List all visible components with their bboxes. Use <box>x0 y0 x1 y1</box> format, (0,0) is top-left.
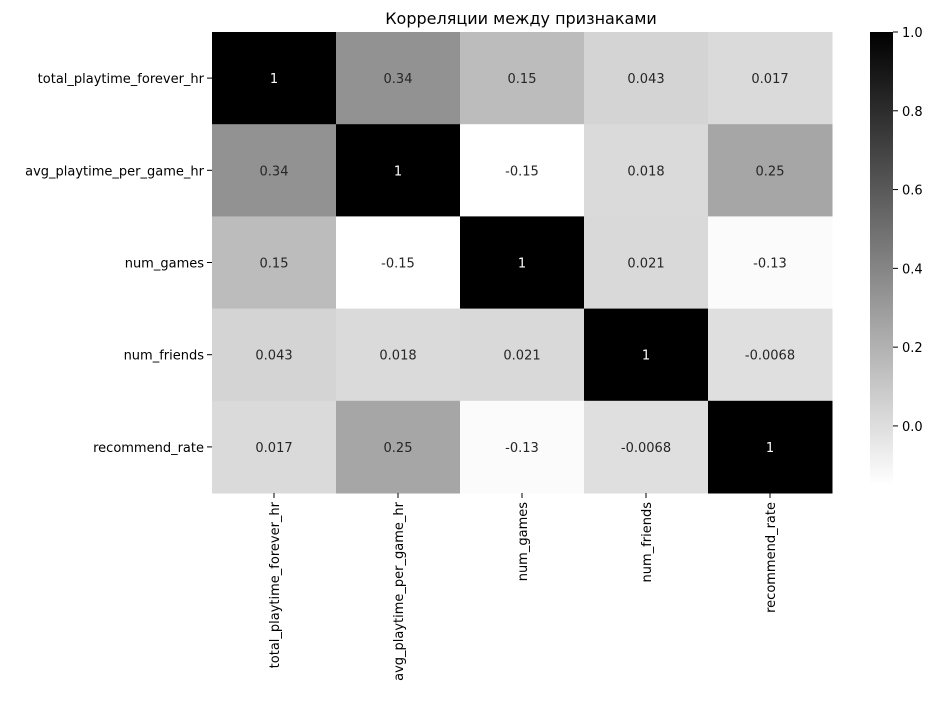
cell-annotation-r3-c2: 0.021 <box>503 349 540 364</box>
cell-annotation-r0-c4: 0.017 <box>751 72 788 87</box>
cell-annotation-r4-c0: 0.017 <box>255 441 292 456</box>
col-tick-label: avg_playtime_per_game_hr <box>392 501 407 681</box>
cell-annotation-r1-c1: 1 <box>394 164 402 179</box>
heatmap-cell-r2-c3 <box>584 216 709 310</box>
heatmap-cell-r2-c0 <box>212 216 337 310</box>
cell-annotation-r0-c1: 0.34 <box>384 72 413 87</box>
row-tick-label: num_games <box>125 257 205 272</box>
cell-annotation-r3-c4: -0.0068 <box>745 349 795 364</box>
heatmap-cell-r2-c1 <box>336 216 461 310</box>
heatmap-cell-r0-c1 <box>336 32 461 125</box>
heatmap-cell-r1-c1 <box>336 124 461 217</box>
heatmap-cell-r3-c1 <box>336 308 461 402</box>
heatmap-cell-r0-c2 <box>460 32 585 125</box>
heatmap-cell-r0-c3 <box>584 32 709 125</box>
cell-annotation-r1-c3: 0.018 <box>627 164 664 179</box>
cell-annotation-r2-c4: -0.13 <box>753 257 787 272</box>
colorbar-tick-label: 1.0 <box>902 26 923 41</box>
col-tick-label: num_games <box>516 502 531 582</box>
row-tick-labels: total_playtime_forever_hr avg_playtime_pe… <box>25 72 212 456</box>
row-tick-label: total_playtime_forever_hr <box>38 72 205 87</box>
heatmap-cell-r1-c3 <box>584 124 709 217</box>
heatmap-cell-r4-c2 <box>460 400 585 494</box>
heatmap-cell-r3-c3 <box>584 308 709 402</box>
heatmap-cells <box>212 32 833 494</box>
cell-annotation-r1-c4: 0.25 <box>756 164 785 179</box>
colorbar-ticks: 0.0 0.2 0.4 0.6 0.8 1.0 <box>893 26 923 435</box>
colorbar-tick-label: 0.2 <box>902 341 923 356</box>
row-tick-label: recommend_rate <box>93 441 204 456</box>
cell-annotation-r3-c3: 1 <box>642 349 650 364</box>
heatmap-cell-r4-c4 <box>708 400 833 494</box>
col-tick-label: total_playtime_forever_hr <box>268 501 283 668</box>
colorbar-tick-label: 0.4 <box>902 262 923 277</box>
cell-annotation-r0-c0: 1 <box>270 72 278 87</box>
cell-annotation-r1-c2: -0.15 <box>505 164 539 179</box>
heatmap-cell-r4-c3 <box>584 400 709 494</box>
heatmap-cell-r0-c4 <box>708 32 833 125</box>
cell-annotation-r2-c2: 1 <box>518 257 526 272</box>
row-tick-label: num_friends <box>124 349 205 364</box>
heatmap-cell-r1-c2 <box>460 124 585 217</box>
heatmap-cell-r1-c4 <box>708 124 833 217</box>
col-tick-label: num_friends <box>640 502 655 583</box>
chart-title: Корреляции между признаками <box>385 9 657 28</box>
cell-annotation-r2-c1: -0.15 <box>381 257 415 272</box>
col-tick-labels: total_playtime_forever_hr avg_playtime_pe… <box>268 493 779 681</box>
cell-annotation-r0-c3: 0.043 <box>627 72 664 87</box>
cell-annotation-r4-c2: -0.13 <box>505 441 539 456</box>
cell-annotation-r1-c0: 0.34 <box>260 164 289 179</box>
heatmap-annotations: 1 0.34 0.15 0.043 0.017 0.34 1 -0.15 0.018 0.25 0.… <box>255 72 795 456</box>
cell-annotation-r2-c3: 0.021 <box>627 257 664 272</box>
cell-annotation-r4-c4: 1 <box>766 441 774 456</box>
colorbar-tick-label: 0.8 <box>902 105 923 120</box>
col-tick-label: recommend_rate <box>764 502 779 613</box>
colorbar-tick-label: 0.0 <box>902 420 923 435</box>
row-tick-label: avg_playtime_per_game_hr <box>25 164 205 179</box>
colorbar <box>870 32 893 485</box>
heatmap-cell-r3-c0 <box>212 308 337 402</box>
heatmap-cell-r3-c4 <box>708 308 833 402</box>
colorbar-tick-label: 0.6 <box>902 184 923 199</box>
cell-annotation-r4-c3: -0.0068 <box>621 441 671 456</box>
cell-annotation-r4-c1: 0.25 <box>384 441 413 456</box>
cell-annotation-r2-c0: 0.15 <box>260 257 289 272</box>
cell-annotation-r0-c2: 0.15 <box>508 72 537 87</box>
heatmap-cell-r0-c0 <box>212 32 337 125</box>
heatmap-cell-r4-c0 <box>212 400 337 494</box>
heatmap-cell-r2-c4 <box>708 216 833 310</box>
heatmap-cell-r1-c0 <box>212 124 337 217</box>
heatmap-cell-r2-c2 <box>460 216 585 310</box>
heatmap-cell-r4-c1 <box>336 400 461 494</box>
cell-annotation-r3-c1: 0.018 <box>379 349 416 364</box>
cell-annotation-r3-c0: 0.043 <box>255 349 292 364</box>
heatmap-cell-r3-c2 <box>460 308 585 402</box>
